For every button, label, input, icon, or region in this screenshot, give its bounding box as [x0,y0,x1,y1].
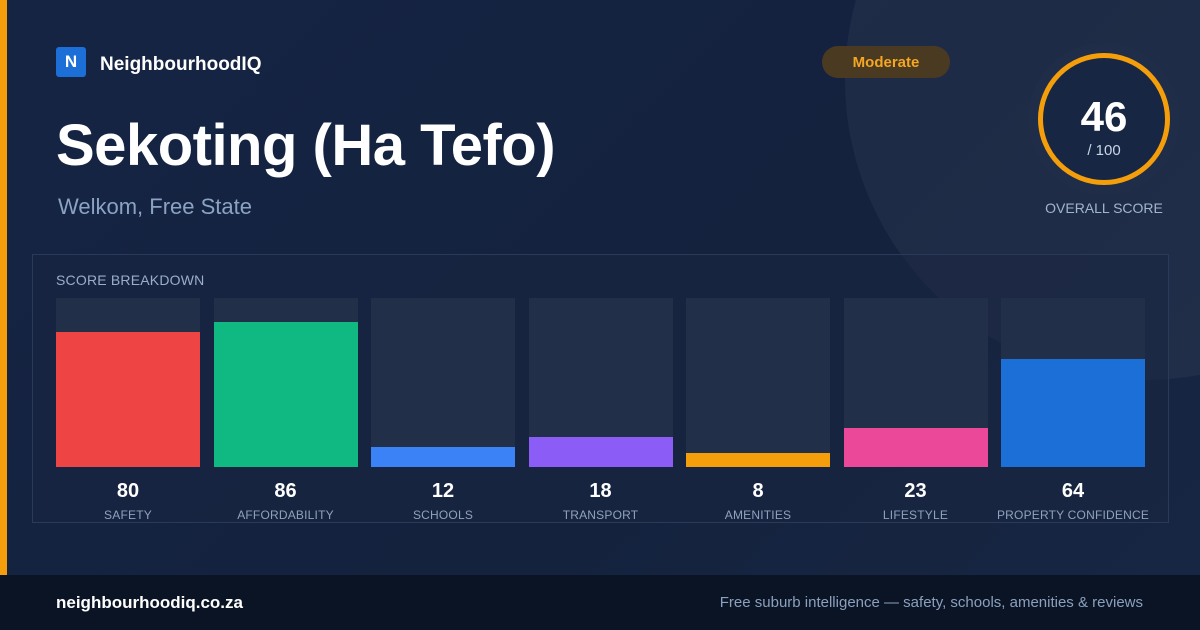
card-background: N NeighbourhoodIQ Moderate Sekoting (Ha … [0,0,1200,575]
score-ring: 46 / 100 [1038,53,1170,185]
bar-track [213,298,358,467]
score-bar-property-confidence: 64 PROPERTY CONFIDENCE [997,298,1149,523]
bar-fill [528,437,673,467]
bar-fill [686,453,830,467]
score-bar-lifestyle: 23 LIFESTYLE [843,298,988,523]
score-bar-safety: 80 SAFETY [56,298,200,523]
score-bar-transport: 18 TRANSPORT [528,298,673,523]
bar-fill [213,322,358,467]
brand-name: NeighbourhoodIQ [100,54,262,75]
bar-value: 12 [431,480,455,502]
bar-track [843,298,988,467]
bar-track [56,298,200,467]
bar-label: PROPERTY CONFIDENCE [996,508,1150,522]
bar-fill [56,332,200,467]
bar-label: SCHOOLS [412,508,474,522]
overall-score-max: / 100 [1087,142,1121,159]
score-breakdown-title: SCORE BREAKDOWN [56,272,205,288]
bar-track [371,298,515,467]
brand-logo-icon: N [56,47,86,77]
suburb-name: Sekoting (Ha Tefo) [56,113,556,178]
bar-fill [371,447,515,467]
brand: N NeighbourhoodIQ [56,46,261,78]
bar-label: AFFORDABILITY [237,508,334,522]
score-bar-affordability: 86 AFFORDABILITY [213,298,358,523]
overall-score-label: OVERALL SCORE [1045,200,1163,216]
footer-tagline: Free suburb intelligence — safety, schoo… [719,594,1143,611]
accent-bar [0,0,7,575]
bar-track [528,298,673,467]
bar-value: 23 [904,480,927,502]
bar-value: 64 [1061,480,1085,502]
bar-value: 80 [116,480,140,502]
bar-label: TRANSPORT [562,508,639,522]
bar-fill [1001,359,1145,467]
bar-value: 86 [274,480,297,502]
bar-fill [843,428,988,467]
bar-value: 8 [752,480,764,502]
overall-score-value: 46 [1080,93,1128,140]
footer-domain[interactable]: neighbourhoodiq.co.za [56,593,243,612]
footer: neighbourhoodiq.co.za Free suburb intell… [0,575,1200,630]
bar-track [1001,298,1145,467]
overall-score-gauge: 46 / 100 [1028,43,1180,195]
score-bar-schools: 12 SCHOOLS [371,298,515,523]
bar-value: 18 [589,480,612,502]
bar-label: SAFETY [104,508,152,522]
bar-label: LIFESTYLE [882,508,949,522]
bar-track [686,298,830,467]
suburb-location: Welkom, Free State [58,194,252,219]
score-breakdown-panel: SCORE BREAKDOWN 80 SAFETY 86 AFFORDABILITY 1… [32,254,1169,523]
bar-label: AMENITIES [724,508,792,522]
score-bar-amenities: 8 AMENITIES [686,298,830,523]
rating-badge: Moderate [822,46,950,78]
